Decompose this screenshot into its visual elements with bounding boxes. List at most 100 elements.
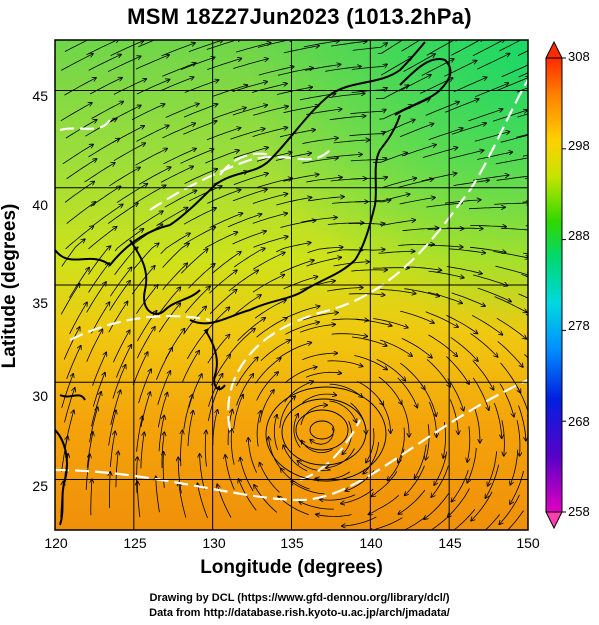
streamline [351, 336, 387, 346]
streamline [280, 220, 315, 228]
streamline [348, 294, 385, 295]
colorbar-tick-label: 268 [568, 414, 590, 429]
streamline [274, 415, 277, 451]
streamline [183, 395, 193, 430]
streamline [88, 263, 110, 293]
streamline [329, 116, 366, 121]
streamline [521, 274, 528, 277]
streamline [164, 190, 197, 208]
streamline [329, 93, 365, 98]
streamline [302, 353, 337, 361]
streamline [306, 177, 342, 183]
streamline [291, 482, 325, 495]
streamline [283, 174, 318, 182]
streamline [373, 318, 408, 328]
streamline [186, 329, 208, 360]
streamline [449, 248, 485, 253]
streamline [342, 421, 352, 454]
streamline [112, 126, 145, 144]
streamline [398, 179, 433, 188]
streamline [112, 365, 126, 399]
streamline [401, 338, 432, 357]
streamline [351, 177, 387, 179]
streamline [398, 75, 431, 92]
streamline [468, 207, 505, 208]
streamline [93, 204, 123, 226]
streamline [205, 232, 237, 249]
streamline [256, 372, 279, 401]
streamline [426, 203, 462, 208]
streamline [92, 352, 107, 386]
streamline [60, 103, 92, 122]
streamline [109, 431, 115, 468]
streamline [183, 306, 207, 335]
streamline [235, 43, 271, 53]
streamline [252, 252, 285, 270]
streamline [253, 106, 288, 116]
streamline [497, 341, 523, 367]
streamline [66, 202, 96, 224]
streamline [428, 128, 463, 141]
streamline [65, 226, 94, 250]
streamline [283, 277, 318, 290]
streamline [500, 134, 528, 143]
streamline [368, 494, 400, 514]
streamline [510, 470, 524, 504]
y-tick-label: 25 [32, 478, 48, 494]
streamline [424, 493, 450, 519]
streamline [136, 285, 157, 315]
streamline [254, 300, 286, 319]
streamline [379, 288, 416, 293]
x-tick-label: 145 [438, 535, 462, 551]
streamline [225, 455, 235, 490]
streamline [86, 282, 106, 313]
streamline [500, 227, 528, 231]
streamline [276, 243, 311, 253]
streamline [398, 427, 405, 463]
streamline [64, 182, 94, 203]
streamline [426, 424, 430, 460]
streamline [204, 307, 230, 334]
streamline [269, 437, 283, 471]
streamline [431, 465, 449, 497]
streamline [488, 451, 497, 486]
streamline [109, 167, 140, 187]
streamline [451, 40, 483, 56]
streamline [91, 102, 124, 119]
streamline [493, 402, 501, 438]
streamline [84, 163, 115, 183]
streamline [430, 517, 447, 530]
streamline [472, 377, 489, 410]
streamline [208, 374, 223, 407]
colorbar-tick-label: 258 [568, 504, 590, 519]
streamline [449, 508, 476, 530]
streamline [428, 334, 457, 356]
streamline [279, 130, 315, 138]
streamline [66, 346, 81, 379]
streamline [276, 197, 311, 206]
streamline [113, 143, 145, 162]
streamline [499, 40, 522, 52]
streamline [229, 329, 255, 355]
y-tick-label: 40 [32, 197, 48, 213]
streamline [157, 393, 167, 428]
streamline [108, 105, 141, 123]
streamline [507, 510, 524, 530]
streamline [69, 302, 87, 335]
streamline [496, 175, 528, 181]
streamline [184, 169, 218, 184]
streamline [252, 128, 288, 137]
streamline [61, 374, 74, 409]
streamline [137, 481, 141, 518]
streamline [260, 463, 280, 493]
streamline [302, 158, 338, 164]
streamline [445, 99, 479, 113]
streamline [116, 345, 131, 378]
streamline [293, 414, 301, 448]
y-tick-label: 30 [32, 388, 48, 404]
streamline [114, 229, 143, 252]
streamline [162, 243, 189, 268]
streamline [138, 167, 171, 185]
streamline [185, 287, 210, 314]
colorbar-tick-label: 298 [568, 138, 590, 153]
